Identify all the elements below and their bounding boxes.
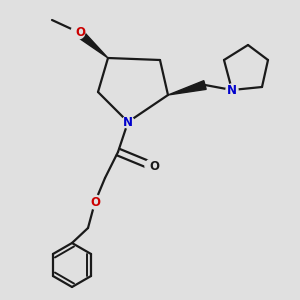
Circle shape xyxy=(122,116,134,128)
Circle shape xyxy=(71,25,85,39)
Text: N: N xyxy=(227,83,237,97)
Polygon shape xyxy=(168,81,206,95)
Circle shape xyxy=(226,84,238,96)
Polygon shape xyxy=(75,28,108,58)
Text: O: O xyxy=(75,26,85,38)
Text: O: O xyxy=(149,160,159,172)
Text: N: N xyxy=(123,116,133,128)
Circle shape xyxy=(145,159,159,173)
Text: O: O xyxy=(90,196,100,208)
Circle shape xyxy=(88,195,102,209)
